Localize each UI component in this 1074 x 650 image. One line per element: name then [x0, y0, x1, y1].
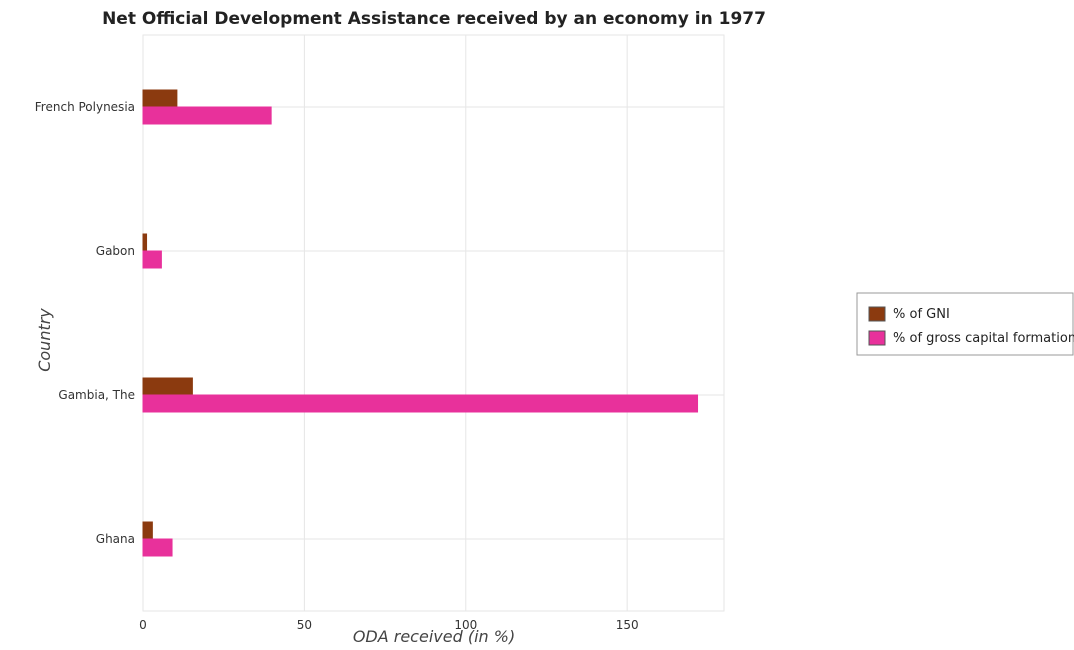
y-axis-label: Country	[35, 308, 54, 372]
x-tick-label: 100	[454, 618, 477, 632]
legend: % of GNI % of gross capital formation	[856, 292, 1074, 356]
bar-gni	[142, 89, 178, 108]
x-tick-label: 50	[297, 618, 312, 632]
y-tick-label: Gambia, The	[58, 388, 135, 402]
y-tick-label: Ghana	[96, 532, 135, 546]
plot-area: 0 50 100 150 French Polynesia Gabon Gambia, Th…	[35, 34, 725, 632]
y-tick-label: Gabon	[96, 244, 135, 258]
bar-gross-capital-formation	[142, 538, 173, 557]
x-tick-label: 0	[139, 618, 147, 632]
bar-gross-capital-formation	[142, 250, 162, 269]
bar-gni	[142, 521, 153, 540]
x-tick-label: 150	[616, 618, 639, 632]
chart-title: Net Official Development Assistance rece…	[102, 9, 766, 29]
bar-gni	[142, 377, 193, 396]
bar-gni	[142, 233, 148, 252]
legend-box	[856, 292, 1074, 356]
legend-swatch	[868, 330, 886, 346]
legend-entry: % of gross capital formation	[893, 331, 1074, 346]
legend-entry: % of GNI	[893, 307, 950, 322]
legend-swatch	[868, 306, 886, 322]
y-tick-label: French Polynesia	[35, 100, 135, 114]
x-axis-label: ODA received (in %)	[353, 627, 515, 646]
bar-gross-capital-formation	[142, 106, 272, 125]
bar-gross-capital-formation	[142, 394, 699, 413]
